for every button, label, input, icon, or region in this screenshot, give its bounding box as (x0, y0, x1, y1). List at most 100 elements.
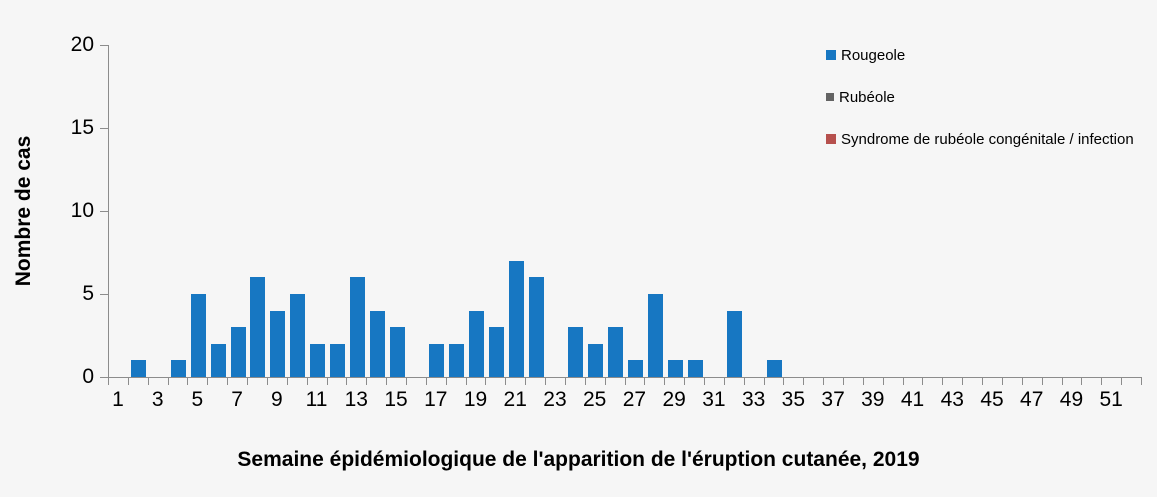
x-tick (286, 378, 288, 385)
legend-item-rubeole: Rubéole (826, 85, 1134, 109)
x-tick-label: 43 (940, 388, 964, 411)
x-tick (664, 378, 666, 385)
x-tick-label: 21 (503, 388, 527, 411)
bar-week-20 (488, 327, 504, 377)
x-tick-label: 39 (861, 388, 885, 411)
bar-week-21 (508, 261, 524, 377)
bar-week-11 (310, 344, 326, 377)
x-tick-label: 15 (384, 388, 408, 411)
x-tick (922, 378, 924, 385)
x-tick (1121, 378, 1123, 385)
x-tick (962, 378, 964, 385)
x-tick-label: 37 (821, 388, 845, 411)
x-tick (366, 378, 368, 385)
x-tick (1141, 378, 1142, 385)
y-tick-label: 10 (70, 199, 94, 222)
x-tick (843, 378, 845, 385)
x-tick (743, 378, 745, 385)
x-tick (405, 378, 407, 385)
x-tick-label: 5 (191, 388, 204, 411)
x-tick (525, 378, 527, 385)
x-tick-label: 33 (741, 388, 766, 411)
x-tick (823, 378, 825, 385)
legend-label: Rubéole (839, 88, 895, 106)
x-tick-label: 45 (980, 388, 1004, 411)
legend-label: Syndrome de rubéole congénitale / infect… (841, 130, 1134, 148)
bar-week-8 (250, 277, 266, 377)
x-tick (1021, 378, 1023, 385)
x-tick (1041, 378, 1043, 385)
x-tick (306, 378, 308, 385)
x-tick-label: 1 (112, 388, 124, 411)
plot-area (108, 45, 1142, 378)
x-tick-label: 17 (424, 388, 448, 411)
x-tick-label: 7 (231, 388, 243, 411)
bar-week-25 (588, 344, 604, 377)
x-tick (485, 378, 487, 385)
x-tick (723, 378, 725, 385)
bar-week-30 (687, 360, 703, 377)
x-tick (862, 378, 864, 385)
y-tick-label: 20 (70, 33, 94, 56)
y-tick (100, 45, 108, 46)
x-tick (882, 378, 884, 385)
bar-week-34 (766, 360, 782, 377)
x-tick (445, 378, 447, 385)
x-tick-label: 23 (543, 388, 567, 411)
rougeole-swatch-icon (826, 50, 836, 60)
x-tick (346, 378, 348, 385)
x-tick-label: 25 (583, 388, 607, 411)
bar-week-5 (190, 294, 206, 377)
x-tick-label: 47 (1020, 388, 1044, 411)
x-tick (207, 378, 209, 385)
x-tick (266, 378, 268, 385)
y-tick-label: 0 (82, 365, 94, 388)
x-tick (783, 378, 785, 385)
bar-week-7 (230, 327, 246, 377)
x-tick (942, 378, 944, 385)
x-tick (1001, 378, 1003, 385)
y-tick (100, 294, 108, 295)
y-tick (100, 128, 108, 129)
x-tick-label: 41 (900, 388, 925, 411)
x-tick (1061, 378, 1063, 385)
x-tick (147, 378, 149, 385)
x-tick-label: 11 (305, 388, 328, 411)
x-tick (763, 378, 765, 385)
x-tick (187, 378, 189, 385)
bar-week-27 (627, 360, 643, 377)
x-tick (982, 378, 984, 385)
legend-item-src: Syndrome de rubéole congénitale / infect… (826, 127, 1134, 151)
bar-week-26 (608, 327, 624, 377)
y-tick-label: 15 (70, 116, 94, 139)
x-tick (1081, 378, 1083, 385)
x-tick (425, 378, 427, 385)
x-tick-label: 9 (271, 388, 283, 411)
x-tick-label: 3 (151, 388, 164, 411)
bar-week-13 (349, 277, 365, 377)
bar-week-32 (727, 311, 743, 377)
x-tick (247, 378, 249, 385)
x-tick (127, 378, 129, 385)
x-tick-label: 35 (781, 388, 806, 411)
rubeole-swatch-icon (826, 93, 834, 101)
bar-week-24 (568, 327, 584, 377)
bar-week-2 (131, 360, 147, 377)
legend-label: Rougeole (841, 46, 906, 64)
x-tick-label: 49 (1059, 388, 1084, 411)
x-tick (604, 378, 606, 385)
bar-week-17 (429, 344, 445, 377)
x-axis-title: Semaine épidémiologique de l'apparition … (237, 448, 920, 471)
bar-week-28 (647, 294, 663, 377)
bar-week-29 (667, 360, 683, 377)
src-swatch-icon (826, 134, 836, 144)
y-tick (100, 377, 108, 378)
x-tick (703, 378, 705, 385)
x-tick (1101, 378, 1103, 385)
x-tick (386, 378, 388, 385)
x-tick (902, 378, 904, 385)
bar-week-4 (171, 360, 187, 377)
x-tick-label: 19 (463, 388, 488, 411)
x-tick (624, 378, 626, 385)
